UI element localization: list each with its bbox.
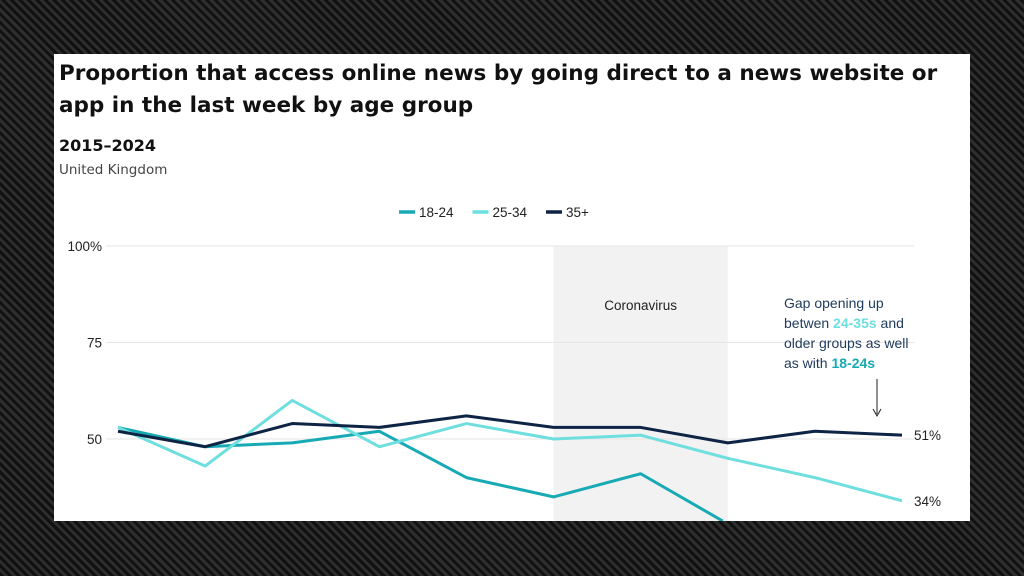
chart-region: United Kingdom bbox=[59, 162, 168, 178]
legend-label: 35+ bbox=[566, 205, 589, 220]
annotation-line: betwen 24-35s and bbox=[784, 315, 904, 331]
shading-label: Coronavirus bbox=[604, 298, 677, 313]
end-label: 34% bbox=[914, 494, 941, 509]
line-chart: Coronavirus 100% 75 50 18-24 25-34 35+ 51% 34% Ga… bbox=[67, 205, 941, 521]
series-line-25-34 bbox=[117, 398, 903, 503]
legend-label: 18-24 bbox=[419, 205, 454, 220]
annotation-line: as with 18-24s bbox=[784, 355, 875, 371]
annotation-line: older groups as well bbox=[784, 335, 909, 351]
chart-title: Proportion that access online news by go… bbox=[59, 61, 938, 118]
series-line-18-24 bbox=[117, 425, 724, 521]
y-tick-label: 100% bbox=[67, 239, 102, 254]
legend-label: 25-34 bbox=[493, 205, 528, 220]
y-tick-label: 50 bbox=[87, 432, 102, 447]
arrow-head-icon bbox=[872, 408, 882, 418]
series-line-35+ bbox=[117, 414, 903, 449]
chart-panel: Proportion that access online news by go… bbox=[54, 54, 970, 521]
annotation-line: Gap opening up bbox=[784, 295, 884, 311]
chart-subtitle: 2015–2024 bbox=[59, 136, 157, 155]
coronavirus-shading bbox=[553, 246, 728, 521]
y-tick-label: 75 bbox=[87, 336, 102, 351]
end-label: 51% bbox=[914, 428, 941, 443]
